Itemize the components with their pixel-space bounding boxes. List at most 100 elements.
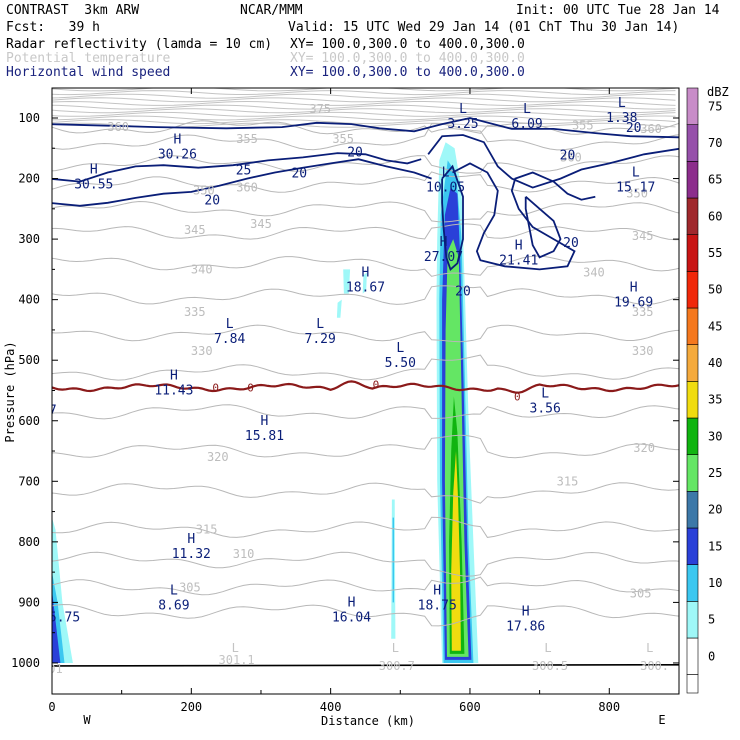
echo-small-west-low (52, 590, 61, 663)
wind-extremum-value: 5.75 (49, 611, 80, 626)
theta-label: 350 (193, 184, 215, 198)
theta-label: 355 (332, 132, 354, 146)
field-wind: Horizontal wind speed (6, 65, 171, 80)
wind-extremum-value: 19.69 (614, 296, 653, 311)
wind-contour-label: 20 (204, 194, 220, 209)
colorbar-label: 70 (708, 136, 722, 150)
y-axis-title: Pressure (hPa) (3, 341, 17, 442)
theta-contour-upper (52, 100, 676, 107)
wind-extremum-marker: L (632, 166, 640, 181)
y-tick-label: 500 (18, 353, 40, 367)
theta-label: 345 (632, 229, 654, 243)
surface-low-marker: L (232, 641, 239, 655)
y-tick-label: 300 (18, 232, 40, 246)
wind-contour-label: 25 (236, 163, 252, 178)
colorbar-swatch (686, 271, 699, 309)
theta-contour (52, 285, 679, 306)
colorbar-swatch (686, 491, 699, 529)
theta-contour (52, 324, 679, 343)
theta-contour-upper (52, 119, 676, 125)
organization: NCAR/MMM (240, 3, 303, 18)
wind-contour-label: 20 (347, 145, 363, 160)
wind-extremum-marker: H (630, 281, 638, 296)
field-reflectivity-xy: XY= 100.0,300.0 to 400.0,300.0 (290, 37, 525, 52)
theta-contour (52, 255, 679, 277)
wind-extremum-value: 16.04 (332, 611, 371, 626)
theta-label: 330 (632, 344, 654, 358)
wind-extremum-value: .57 (33, 403, 56, 418)
field-theta-xy: XY= 100.0,300.0 to 400.0,300.0 (290, 51, 525, 66)
echo-upper-patch-c (362, 272, 367, 294)
surface-low-marker: L (544, 641, 551, 655)
theta-contour-upper (52, 111, 676, 117)
wind-extremum-marker: L (226, 317, 234, 332)
theta-contour (52, 404, 679, 420)
colorbar-label: 20 (708, 503, 722, 517)
theta-contour (52, 200, 679, 223)
theta-label: 320 (633, 441, 655, 455)
init-time: Init: 00 UTC Tue 28 Jan 14 (516, 3, 720, 18)
field-theta: Potential temperature (6, 51, 171, 66)
ground-line (52, 663, 679, 667)
echo-upper-patch-b (336, 299, 342, 318)
x-tick-label: 800 (598, 700, 620, 714)
wind-extremum-marker: H (440, 235, 448, 250)
colorbar-label: 0 (708, 649, 715, 663)
theta-label: 330 (191, 344, 213, 358)
theta-contour (52, 354, 679, 381)
colorbar-swatch (686, 124, 699, 162)
wind-extremum-marker: H (173, 132, 181, 147)
wind-contour-25 (52, 152, 422, 183)
y-tick-label: 600 (18, 414, 40, 428)
echo-thin-streak-core (392, 517, 394, 603)
freezing-level-label: 0 (373, 378, 380, 391)
wind-contour-20-hook (452, 162, 596, 271)
freezing-level-label: 0 (514, 391, 521, 404)
colorbar-swatch (686, 637, 699, 675)
theta-label: 315 (196, 523, 218, 537)
theta-contour-upper (52, 104, 676, 110)
wind-extremum-value: 7.29 (305, 332, 336, 347)
wind-extremum-marker: L (459, 102, 467, 117)
x-tick-label: 600 (459, 700, 481, 714)
colorbar-label: 40 (708, 356, 722, 370)
y-tick-label: 1000 (11, 656, 40, 670)
model-title: CONTRAST 3km ARW (6, 3, 140, 18)
colorbar-label: 50 (708, 283, 722, 297)
colorbar-label: 55 (708, 246, 722, 260)
theta-contour (52, 171, 679, 193)
wind-extremum-value: 7.84 (214, 332, 245, 347)
surface-theta-label: 301.1 (219, 653, 255, 667)
theta-label: 360 (107, 120, 129, 134)
y-tick-label: 700 (18, 474, 40, 488)
colorbar-swatch (686, 197, 699, 235)
colorbar-swatch (686, 564, 699, 602)
wind-extremum-marker: L (396, 341, 404, 356)
wind-extremum-marker: H (362, 266, 370, 281)
colorbar-swatch (686, 87, 699, 125)
x-axis-title: Distance (km) (321, 714, 415, 728)
wind-extremum-value: 30.26 (158, 147, 197, 162)
echo-35dbz-core (451, 451, 461, 651)
theta-label: 340 (583, 265, 605, 279)
colorbar-label: 60 (708, 209, 722, 223)
wind-extremum-marker: H (170, 368, 178, 383)
wind-extremum-marker: H (433, 583, 441, 598)
wind-extremum-marker: L (442, 166, 450, 181)
theta-label: 305 (179, 580, 201, 594)
surface-theta-label: 300.5 (532, 659, 568, 673)
wind-extremum-value: 8.69 (158, 598, 189, 613)
colorbar-label: 15 (708, 539, 722, 553)
wind-extremum-value: 5.50 (385, 356, 416, 371)
wind-extremum-marker: L (41, 388, 49, 403)
theta-contour-upper (52, 90, 676, 96)
theta-contour (52, 434, 679, 459)
wind-extremum-value: 18.75 (418, 598, 457, 613)
theta-label: 350 (626, 187, 648, 201)
wind-extremum-marker: L (523, 102, 531, 117)
colorbar-swatch (686, 454, 699, 492)
theta-contour (52, 576, 679, 596)
theta-label: 335 (632, 305, 654, 319)
theta-label: 360 (640, 122, 662, 136)
